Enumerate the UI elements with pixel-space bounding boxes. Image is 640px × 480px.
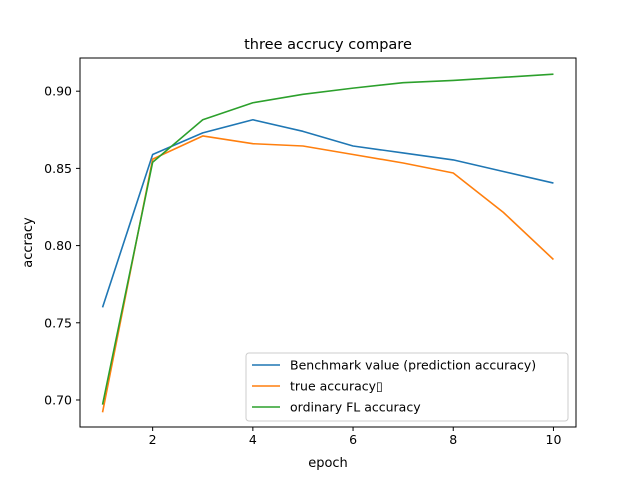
y-tick-label: 0.85 xyxy=(44,161,72,176)
y-tick-label: 0.80 xyxy=(44,238,72,253)
series-line-2 xyxy=(101,135,554,413)
series-line-1 xyxy=(101,118,554,308)
y-tick-label: 0.75 xyxy=(44,315,72,330)
x-axis: 2 4 6 8 10 xyxy=(149,427,562,447)
plot-frame xyxy=(79,57,577,428)
x-tick-label: 2 xyxy=(149,432,157,447)
y-tick-label: 0.70 xyxy=(44,392,72,407)
x-tick-label: 4 xyxy=(249,432,257,447)
chart-title: three accrucy compare xyxy=(244,37,412,53)
y-tick-label: 0.90 xyxy=(44,84,72,99)
legend-entry-label: Benchmark value (prediction accuracy) xyxy=(290,358,536,373)
legend-box xyxy=(245,352,569,422)
x-tick-label: 8 xyxy=(449,432,457,447)
x-axis-label: epoch xyxy=(308,456,348,471)
x-tick-label: 6 xyxy=(349,432,357,447)
series-lines xyxy=(101,73,554,413)
series-line-3 xyxy=(101,73,554,405)
y-axis: 0.70 0.75 0.80 0.85 0.90 xyxy=(44,84,80,407)
legend-entry-label: true accuracy▯ xyxy=(290,379,383,394)
y-axis-label: accracy xyxy=(21,217,36,268)
x-tick-label: 10 xyxy=(546,432,562,447)
legend: Benchmark value (prediction accuracy) tru… xyxy=(245,352,569,422)
legend-entry-label: ordinary FL accuracy xyxy=(290,400,421,415)
